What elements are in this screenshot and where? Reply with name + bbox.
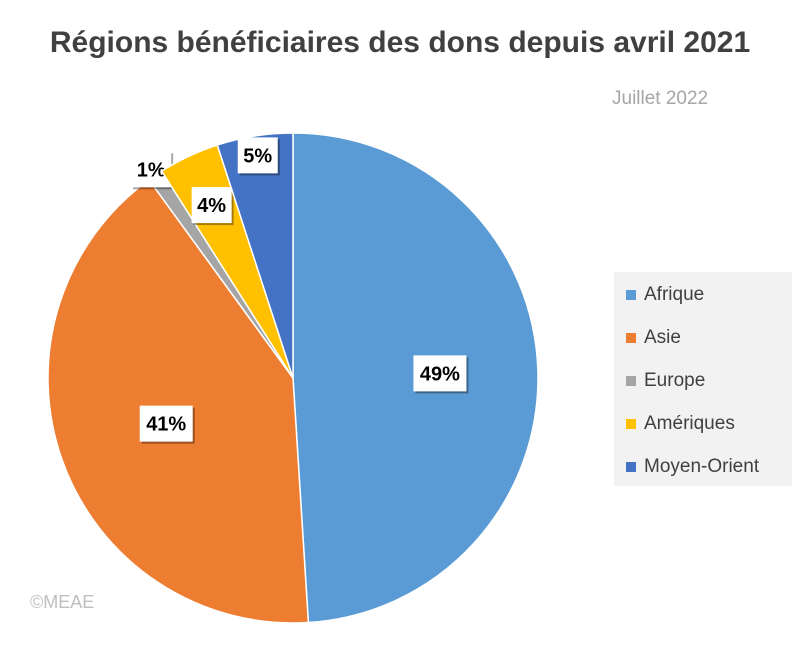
- legend-swatch: [626, 290, 636, 300]
- copyright-text: ©MEAE: [30, 592, 95, 612]
- svg-text:1%: 1%: [137, 159, 166, 181]
- chart-title: Régions bénéficiaires des dons depuis av…: [49, 26, 751, 59]
- chart-date: Juillet 2022: [612, 88, 709, 109]
- legend-label: Asie: [644, 327, 681, 348]
- legend-swatch: [626, 462, 636, 472]
- slice-asie: [47, 178, 310, 624]
- svg-text:41%: 41%: [146, 414, 186, 436]
- svg-text:5%: 5%: [243, 145, 272, 167]
- data-label-amériques: 4%: [191, 187, 234, 226]
- legend-item-amériques: Amériques: [626, 409, 735, 439]
- data-label-afrique: 49%: [413, 355, 469, 394]
- legend-label: Moyen-Orient: [644, 456, 760, 477]
- legend-item-afrique: Afrique: [626, 280, 704, 310]
- legend-item-moyen-orient: Moyen-Orient: [626, 452, 759, 482]
- data-label-asie: 41%: [139, 405, 195, 444]
- legend-swatch: [626, 333, 636, 343]
- legend-label: Afrique: [644, 284, 705, 305]
- legend-label: Europe: [644, 370, 706, 391]
- data-label-moyen-orient: 5%: [237, 137, 280, 176]
- legend-item-europe: Europe: [626, 366, 705, 396]
- svg-text:49%: 49%: [420, 363, 460, 385]
- legend-swatch: [626, 419, 636, 429]
- legend: Afrique Asie Europe Amériques Moyen-Orient: [614, 272, 792, 486]
- slice-moyen-orient: [216, 132, 294, 379]
- legend-label: Amériques: [644, 413, 735, 434]
- legend-item-asie: Asie: [626, 323, 681, 353]
- svg-text:4%: 4%: [197, 195, 226, 217]
- legend-swatch: [626, 376, 636, 386]
